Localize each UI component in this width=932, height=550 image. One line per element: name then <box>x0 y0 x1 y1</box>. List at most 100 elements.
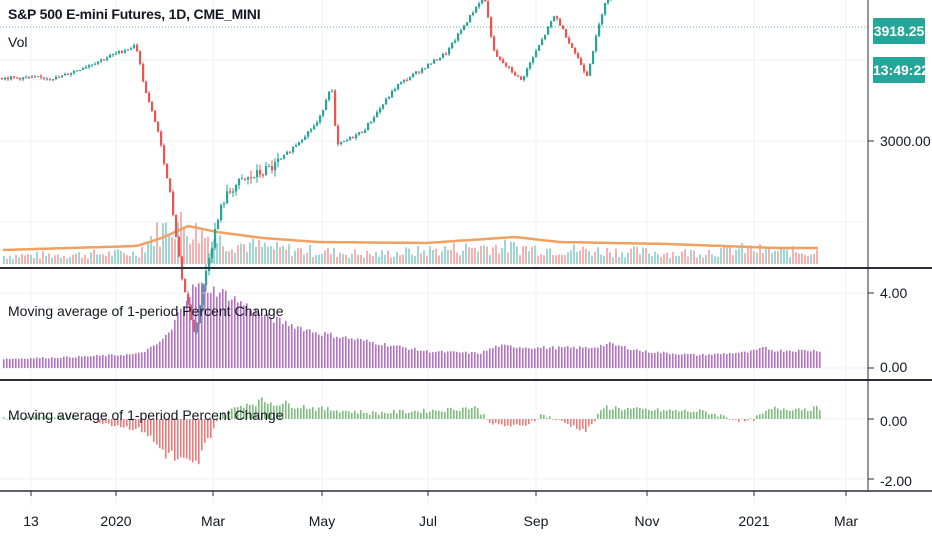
volume-bar <box>495 244 497 264</box>
volume-bar <box>597 247 599 264</box>
percent-change-bar <box>18 358 20 368</box>
percent-change-bar <box>339 338 341 368</box>
percent-change-bar <box>630 408 632 419</box>
candle-body <box>601 14 604 25</box>
percent-change-bar <box>564 346 566 368</box>
candle-body <box>337 125 340 145</box>
percent-change-bar <box>669 354 671 368</box>
percent-change-bar <box>159 419 161 449</box>
percent-change-bar <box>318 407 320 419</box>
candle-body <box>202 285 205 305</box>
percent-change-bar <box>33 358 35 368</box>
candle-body <box>346 139 349 141</box>
candle-body <box>295 145 298 147</box>
percent-change-bar <box>225 290 227 368</box>
percent-change-bar <box>66 356 68 368</box>
percent-change-bar <box>168 332 170 368</box>
candle-body <box>193 319 196 332</box>
percent-change-bar <box>645 350 647 368</box>
percent-change-pane-lower[interactable] <box>0 397 868 480</box>
volume-bar <box>456 252 458 264</box>
candle-body <box>400 81 403 84</box>
candle-body <box>358 132 361 135</box>
candle-body <box>598 24 601 36</box>
candle-body <box>508 66 511 68</box>
percent-change-bar <box>759 348 761 368</box>
percent-change-bar <box>246 303 248 368</box>
candle-body <box>520 76 523 80</box>
percent-change-bar <box>426 350 428 368</box>
time-axis-label: 2021 <box>738 513 770 529</box>
volume-bar <box>687 256 689 264</box>
candle-body <box>298 142 301 146</box>
percent-change-bar <box>165 419 167 459</box>
percent-change-bar <box>483 414 485 419</box>
volume-bar <box>570 250 572 264</box>
percent-change-bar <box>612 343 614 368</box>
candle-body <box>532 57 535 63</box>
volume-bar <box>489 254 491 264</box>
candle-body <box>571 43 574 48</box>
percent-change-bar <box>798 349 800 368</box>
volume-bar <box>540 254 542 264</box>
percent-change-bar <box>138 419 140 428</box>
percent-change-bar <box>636 349 638 368</box>
volume-bar <box>150 236 152 264</box>
volume-bar <box>288 244 290 264</box>
percent-change-bar <box>519 347 521 368</box>
percent-change-bar <box>720 414 722 419</box>
percent-change-bar <box>543 414 545 419</box>
percent-change-bar <box>243 407 245 419</box>
volume-bar <box>621 252 623 264</box>
volume-bar <box>15 254 17 264</box>
percent-change-bar <box>648 352 650 368</box>
candle-body <box>370 121 373 123</box>
percent-change-bar <box>249 310 251 368</box>
candle-body <box>118 50 121 54</box>
percent-change-bar <box>561 419 563 421</box>
percent-change-bar <box>123 355 125 368</box>
percent-change-bar <box>258 399 260 419</box>
percent-change-bar <box>120 355 122 368</box>
percent-change-bar <box>288 403 290 419</box>
percent-change-bar <box>360 410 362 419</box>
candle-body <box>124 50 127 53</box>
percent-change-bar <box>762 413 764 419</box>
percent-change-bar <box>522 419 524 426</box>
percent-change-bar <box>468 409 470 419</box>
percent-change-bar <box>726 417 728 419</box>
percent-change-bar <box>96 355 98 368</box>
percent-change-bar <box>555 349 557 368</box>
percent-change-bar <box>315 332 317 368</box>
percent-change-bar <box>39 358 41 368</box>
percent-change-bar <box>786 409 788 419</box>
volume-bar <box>528 251 530 264</box>
percent-change-bar <box>399 345 401 368</box>
candle-body <box>31 76 34 78</box>
percent-change-bar <box>762 347 764 368</box>
volume-legend[interactable]: Vol <box>8 34 28 50</box>
percent-change-bar <box>453 351 455 368</box>
volume-bar <box>339 252 341 264</box>
percent-change-bar <box>3 359 5 368</box>
percent-change-bar <box>606 344 608 368</box>
volume-bar <box>582 246 584 264</box>
percent-change-bar <box>9 417 11 419</box>
volume-bar <box>330 253 332 264</box>
candle-body <box>586 71 589 76</box>
percent-change-bar <box>342 337 344 368</box>
volume-bar <box>60 257 62 264</box>
volume-bar <box>690 249 692 264</box>
time-axis-label: May <box>308 513 336 529</box>
volume-bar <box>216 243 218 264</box>
percent-change-bar <box>150 419 152 436</box>
percent-change-pane-upper[interactable] <box>0 282 868 369</box>
last-price-badge: 3918.25 <box>873 18 925 44</box>
symbol-legend[interactable]: S&P 500 E-mini Futures, 1D, CME_MINI <box>8 6 261 22</box>
candle-body <box>364 130 367 133</box>
percent-change-bar <box>624 346 626 368</box>
price-pane[interactable] <box>1 0 819 334</box>
percent-change-bar <box>393 409 395 419</box>
volume-bar <box>663 254 665 264</box>
